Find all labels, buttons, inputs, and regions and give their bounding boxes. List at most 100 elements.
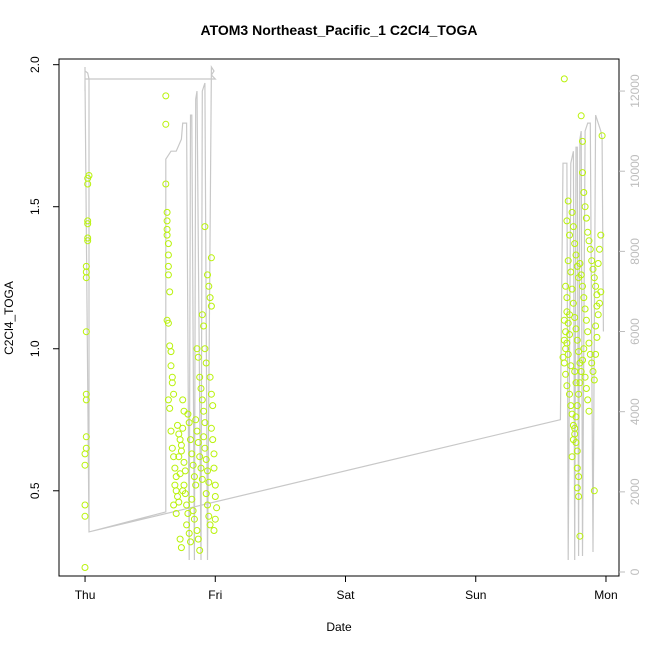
data-point [82,390,90,398]
data-point [204,467,211,475]
data-point [211,515,219,523]
data-point [206,373,214,381]
data-point [194,535,202,543]
data-point [193,427,201,435]
data-point [586,350,594,358]
data-point [563,294,571,302]
data-point [592,350,600,358]
data-point [207,424,215,432]
data-point [593,333,601,341]
data-point [84,217,92,225]
data-point [201,223,209,231]
y-tick-label: 1.5 [28,198,42,215]
data-point [84,237,92,245]
data-point [582,214,590,222]
data-point [564,319,572,327]
data-point [575,493,583,500]
x-axis-label: Date [326,620,352,634]
data-point [164,262,172,270]
y2-tick-label: 8000 [628,238,642,265]
data-point [582,385,590,392]
data-point [189,461,197,469]
data-point [207,302,215,310]
data-point [174,421,181,429]
data-point [201,345,209,353]
data-point [179,487,187,495]
data-point [597,288,605,296]
data-point [590,274,598,282]
data-point [170,390,178,398]
data-point [198,396,206,404]
data-point [584,328,592,336]
data-point [576,379,584,387]
x-tick-label: Sat [337,588,356,602]
data-point [573,402,581,410]
data-point [563,217,571,225]
data-point [584,228,592,236]
scatter-points-series [81,75,606,571]
data-point [81,450,89,458]
data-point [167,362,175,370]
data-point [172,510,180,517]
data-point [205,478,213,486]
data-point [580,294,588,302]
data-point [200,433,208,441]
data-point [162,92,170,100]
data-point [187,538,194,546]
data-point [193,527,201,534]
y-axis-left: 0.5 1.0 1.5 2.0 [28,56,59,499]
data-point [168,379,176,387]
data-point [164,319,172,327]
data-point [596,245,603,253]
data-point [170,501,178,509]
data-point [594,260,602,267]
data-point [210,450,218,458]
data-point [81,512,89,520]
data-point [164,396,172,404]
data-point [562,345,570,353]
data-point [592,282,600,290]
data-point [569,223,577,231]
data-point [164,271,172,279]
data-point [205,512,213,520]
data-point [569,299,577,307]
data-point [163,208,171,216]
data-point [171,464,179,472]
data-point [577,368,585,375]
plot-frame [58,58,620,577]
data-point [568,285,576,293]
data-point [163,217,171,225]
data-point [567,362,575,370]
data-point [196,546,204,554]
data-point [84,234,92,242]
data-point [179,424,187,432]
data-point [581,203,589,211]
data-point [209,436,217,444]
data-point [598,132,606,140]
data-point [597,231,605,239]
data-point [164,251,172,259]
data-point [566,390,573,398]
x-tick-label: Sun [465,588,486,602]
data-point [180,458,188,466]
data-point [575,348,583,356]
data-point [207,390,215,398]
data-point [166,342,174,350]
data-point [580,345,588,353]
altitude-line [84,65,604,561]
data-point [188,495,196,503]
data-point [573,464,581,472]
y2-tick-label: 4000 [628,398,642,425]
data-point [180,407,188,415]
data-point [562,282,570,290]
data-point [181,467,189,475]
data-point [197,464,205,472]
data-point [579,282,586,290]
y-axis-right: 0 2000 4000 6000 8000 10000 12000 [619,74,642,575]
data-point [563,382,571,390]
data-point [197,385,205,392]
data-point [562,370,570,378]
data-point [571,314,579,321]
data-point [585,339,593,347]
data-point [168,444,176,452]
